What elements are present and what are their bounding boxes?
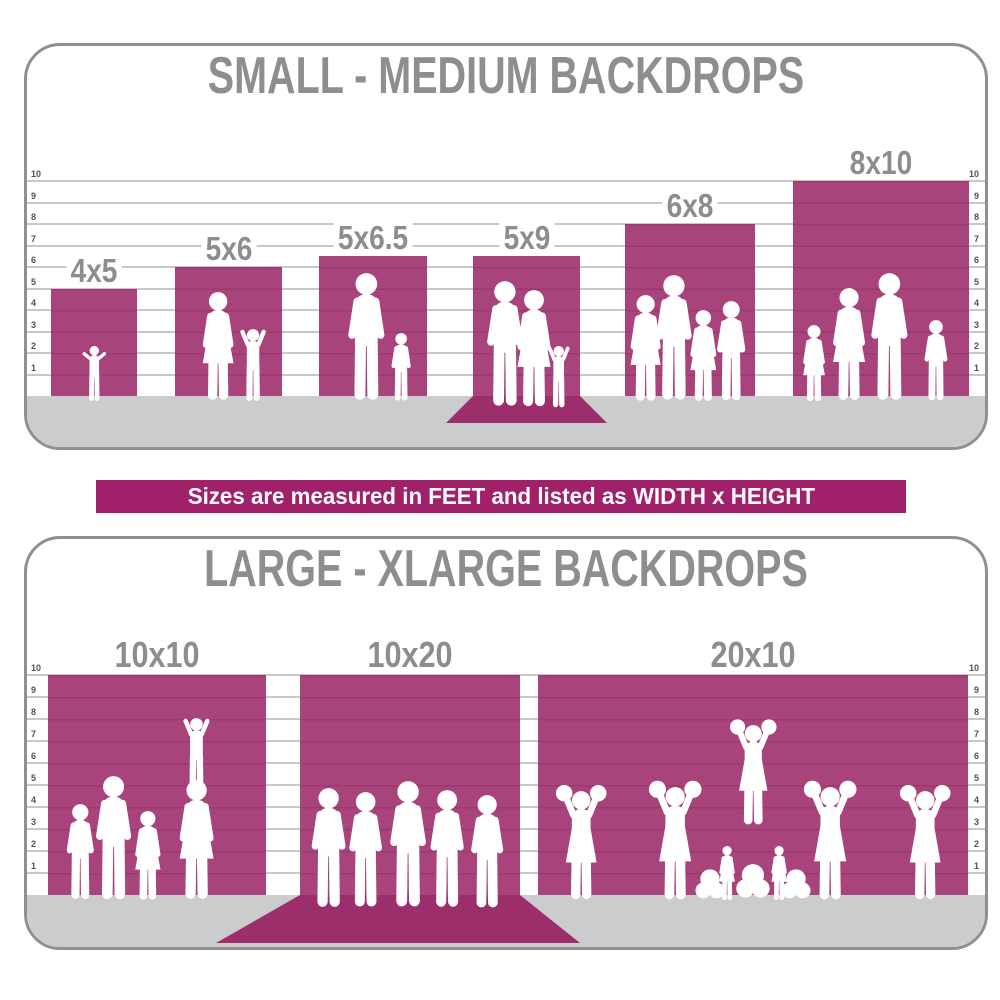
bar-size-label-5x6.5: 5x6.5 — [333, 221, 413, 255]
axis-tick-10ft: 10 — [968, 169, 979, 179]
axis-tick-1ft: 1 — [973, 861, 979, 871]
axis-tick-4ft: 4 — [973, 795, 979, 805]
person-silhouette — [677, 857, 743, 901]
backdrop-bar-4x5 — [51, 288, 137, 396]
person-silhouette — [715, 850, 791, 901]
person-silhouette — [899, 784, 951, 901]
person-silhouette — [804, 780, 857, 901]
person-silhouette — [386, 333, 416, 402]
small-medium-title: SMALL - MEDIUM BACKDROPS — [207, 47, 805, 105]
axis-tick-10ft: 10 — [31, 169, 42, 179]
person-silhouette — [380, 781, 436, 909]
person-silhouette — [715, 846, 739, 901]
axis-tick-1ft: 1 — [31, 362, 37, 373]
large-xlarge-chart-area: 10 10 9 9 8 8 7 7 6 6 5 5 4 4 3 3 2 2 1 1 10x10 10x20 20x10 — [27, 539, 985, 947]
person-silhouette — [709, 301, 753, 402]
large-xlarge-title: LARGE - XLARGE BACKDROPS — [204, 540, 808, 598]
axis-tick-9ft: 9 — [31, 190, 37, 201]
person-silhouette — [918, 320, 954, 402]
axis-tick-3ft: 3 — [31, 319, 37, 330]
axis-tick-9ft: 9 — [973, 190, 979, 201]
bar-size-label-10x10: 10x10 — [110, 637, 204, 673]
large-xlarge-panel: 10 10 9 9 8 8 7 7 6 6 5 5 4 4 3 3 2 2 1 1 10x10 10x20 20x10 LA… — [24, 536, 988, 950]
person-silhouette — [683, 309, 724, 402]
axis-tick-7ft: 7 — [31, 729, 37, 739]
axis-tick-8ft: 8 — [31, 707, 37, 717]
person-silhouette — [82, 346, 107, 402]
axis-tick-4ft: 4 — [31, 795, 37, 805]
axis-tick-10ft: 10 — [968, 663, 979, 673]
person-silhouette — [646, 275, 702, 402]
person-silhouette — [622, 294, 669, 403]
person-silhouette — [797, 324, 831, 402]
person-silhouette — [729, 719, 777, 826]
gridline-10ft — [27, 180, 985, 182]
axis-tick-6ft: 6 — [973, 255, 979, 265]
axis-tick-5ft: 5 — [973, 773, 979, 783]
person-silhouette — [302, 788, 355, 909]
size-note-banner: Sizes are measured in FEET and listed as… — [96, 480, 906, 513]
axis-tick-3ft: 3 — [31, 817, 37, 827]
axis-tick-7ft: 7 — [973, 729, 979, 739]
person-silhouette — [767, 846, 791, 901]
person-silhouette — [649, 780, 702, 901]
person-silhouette — [340, 792, 391, 909]
person-silhouette — [194, 292, 242, 402]
axis-tick-9ft: 9 — [973, 685, 979, 695]
person-silhouette — [338, 273, 395, 402]
bar-size-label-5x9: 5x9 — [498, 221, 555, 255]
bar-size-label-10x20: 10x20 — [363, 637, 457, 673]
bar-size-label-5x6: 5x6 — [200, 232, 257, 265]
person-silhouette — [508, 289, 560, 408]
axis-tick-2ft: 2 — [31, 839, 37, 849]
axis-tick-4ft: 4 — [973, 298, 979, 308]
bar-size-label-20x10: 20x10 — [706, 637, 800, 673]
axis-tick-5ft: 5 — [31, 276, 37, 287]
bar-size-label-8x10: 8x10 — [845, 146, 917, 179]
person-silhouette — [170, 780, 223, 901]
axis-tick-8ft: 8 — [973, 212, 979, 222]
bar-size-label-4x5: 4x5 — [66, 253, 122, 287]
axis-tick-5ft: 5 — [973, 276, 979, 287]
person-silhouette — [421, 790, 473, 909]
axis-tick-2ft: 2 — [973, 839, 979, 849]
size-note-text: Sizes are measured in FEET and listed as… — [187, 483, 815, 509]
axis-tick-8ft: 8 — [31, 212, 37, 222]
axis-tick-4ft: 4 — [31, 298, 37, 308]
axis-tick-6ft: 6 — [31, 751, 37, 761]
axis-tick-6ft: 6 — [31, 255, 37, 265]
axis-tick-3ft: 3 — [973, 319, 979, 330]
person-silhouette — [462, 794, 512, 909]
person-silhouette — [477, 281, 533, 408]
person-silhouette — [545, 345, 572, 408]
axis-tick-2ft: 2 — [973, 341, 979, 351]
small-medium-chart-area: 10 10 9 9 8 8 7 7 6 6 5 5 4 4 3 3 2 2 1 1 4x5 5x6 5x6.5 5x9 6x8 8… — [27, 46, 985, 447]
person-silhouette — [180, 718, 213, 793]
small-medium-panel: 10 10 9 9 8 8 7 7 6 6 5 5 4 4 3 3 2 2 1 1 4x5 5x6 5x6.5 5x9 6x8 8… — [24, 43, 988, 450]
axis-tick-7ft: 7 — [31, 233, 37, 244]
axis-tick-5ft: 5 — [31, 773, 37, 783]
axis-tick-6ft: 6 — [973, 751, 979, 761]
person-silhouette — [86, 775, 141, 901]
person-silhouette — [128, 810, 168, 901]
person-silhouette — [861, 273, 918, 402]
axis-tick-1ft: 1 — [973, 362, 979, 373]
axis-tick-8ft: 8 — [973, 707, 979, 717]
axis-tick-1ft: 1 — [31, 861, 37, 871]
axis-tick-7ft: 7 — [973, 233, 979, 244]
person-silhouette — [237, 328, 269, 402]
axis-tick-3ft: 3 — [973, 817, 979, 827]
person-silhouette — [59, 804, 102, 901]
axis-tick-2ft: 2 — [31, 341, 37, 351]
axis-tick-9ft: 9 — [31, 685, 37, 695]
gridline-9ft — [27, 201, 985, 204]
bar-size-label-6x8: 6x8 — [662, 189, 718, 222]
person-silhouette — [824, 288, 874, 402]
axis-tick-10ft: 10 — [31, 663, 42, 673]
person-silhouette — [555, 784, 607, 901]
person-silhouette — [763, 857, 829, 901]
